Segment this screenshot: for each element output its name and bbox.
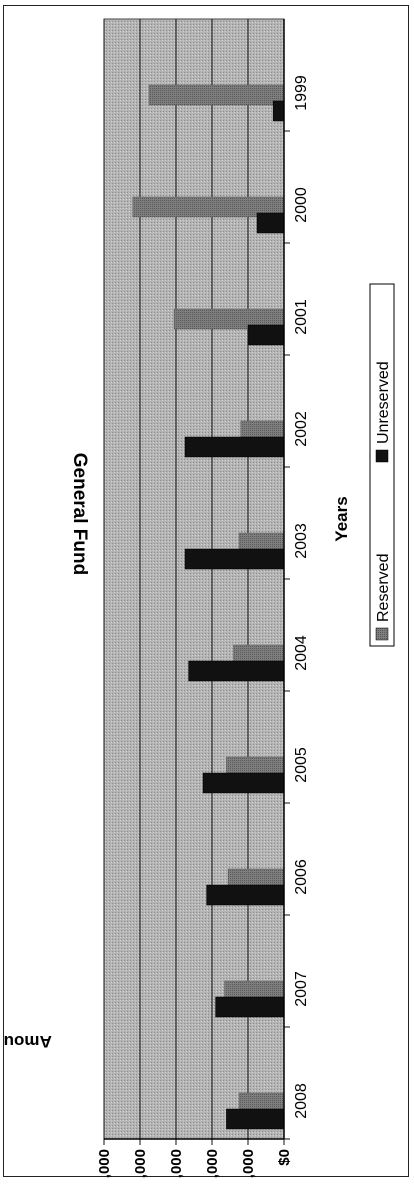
bar-unreserved-2006 [206,884,285,906]
category-label-2002: 2002 [293,411,310,447]
category-label-2001: 2001 [293,299,310,335]
labels: General Fund Years Amounts Reserved Unreserv… [4,283,395,1051]
legend-label-unreserved: Unreserved [375,361,392,444]
axes: $0 $10,000,000 $20,000,000 $30,000,000 $40,0… [96,19,310,1178]
chart-title: General Fund [69,453,90,575]
value-tick-label: $30,000,000 [168,1149,185,1178]
bar-reserved-1999 [148,84,285,106]
legend-box [369,283,395,647]
x-axis-label: Years [332,496,351,541]
bar-unreserved-2005 [202,772,285,794]
category-label-1999: 1999 [293,75,310,111]
value-tick-label: $10,000,000 [240,1149,257,1178]
plot-background [103,18,285,1140]
bar-unreserved-2002 [184,436,285,458]
category-label-2003: 2003 [293,523,310,559]
plot-area [103,18,285,1140]
bar-unreserved-2007 [215,996,285,1018]
chart-frame: $0 $10,000,000 $20,000,000 $30,000,000 $40,0… [3,5,409,1178]
bar-unreserved-2000 [256,212,285,234]
category-label-2007: 2007 [293,971,310,1007]
value-tick-label: $0 [276,1149,293,1166]
category-label-2005: 2005 [293,747,310,783]
legend-swatch-unreserved [375,449,389,463]
legend-label-reserved: Reserved [375,554,392,622]
legend-swatch-reserved [375,627,389,641]
category-label-2008: 2008 [293,1083,310,1119]
bar-unreserved-2003 [184,548,285,570]
category-label-2000: 2000 [293,187,310,223]
bar-unreserved-2001 [247,324,285,346]
value-tick-label: $50,000,000 [96,1149,113,1178]
legend: Reserved Unreserved [369,283,395,647]
value-tick-label: $40,000,000 [132,1149,149,1178]
category-label-2004: 2004 [293,635,310,671]
y-axis-label: Amounts [4,1032,52,1051]
bar-unreserved-1999 [272,100,285,122]
bar-unreserved-2004 [188,660,285,682]
category-label-2006: 2006 [293,859,310,895]
bar-chart: $0 $10,000,000 $20,000,000 $30,000,000 $40,0… [4,18,395,1178]
value-tick-label: $20,000,000 [204,1149,221,1178]
bar-unreserved-2008 [226,1108,285,1130]
